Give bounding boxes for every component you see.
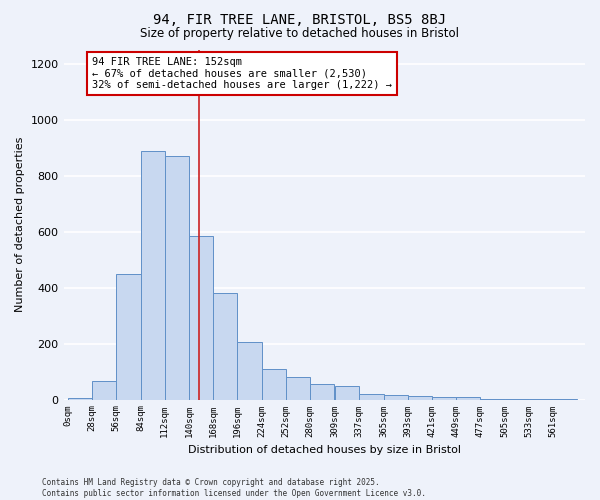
Bar — [481, 398, 505, 400]
Bar — [140, 150, 165, 400]
Text: 94 FIR TREE LANE: 152sqm
← 67% of detached houses are smaller (2,530)
32% of sem: 94 FIR TREE LANE: 152sqm ← 67% of detach… — [92, 57, 392, 90]
Bar — [408, 396, 432, 400]
Bar — [116, 274, 140, 400]
Bar — [456, 398, 481, 400]
Bar — [262, 369, 286, 400]
Bar — [238, 342, 262, 400]
Bar — [529, 399, 553, 400]
Bar — [335, 386, 359, 400]
Text: Contains HM Land Registry data © Crown copyright and database right 2025.
Contai: Contains HM Land Registry data © Crown c… — [42, 478, 426, 498]
X-axis label: Distribution of detached houses by size in Bristol: Distribution of detached houses by size … — [188, 445, 461, 455]
Bar — [505, 399, 529, 400]
Bar — [432, 397, 456, 400]
Y-axis label: Number of detached properties: Number of detached properties — [15, 137, 25, 312]
Bar — [68, 398, 92, 400]
Text: Size of property relative to detached houses in Bristol: Size of property relative to detached ho… — [140, 28, 460, 40]
Bar — [359, 394, 383, 400]
Bar — [310, 384, 334, 400]
Bar — [92, 382, 116, 400]
Bar — [213, 294, 238, 400]
Bar — [383, 396, 408, 400]
Bar — [165, 156, 189, 400]
Bar — [189, 236, 213, 400]
Bar — [286, 377, 310, 400]
Text: 94, FIR TREE LANE, BRISTOL, BS5 8BJ: 94, FIR TREE LANE, BRISTOL, BS5 8BJ — [154, 12, 446, 26]
